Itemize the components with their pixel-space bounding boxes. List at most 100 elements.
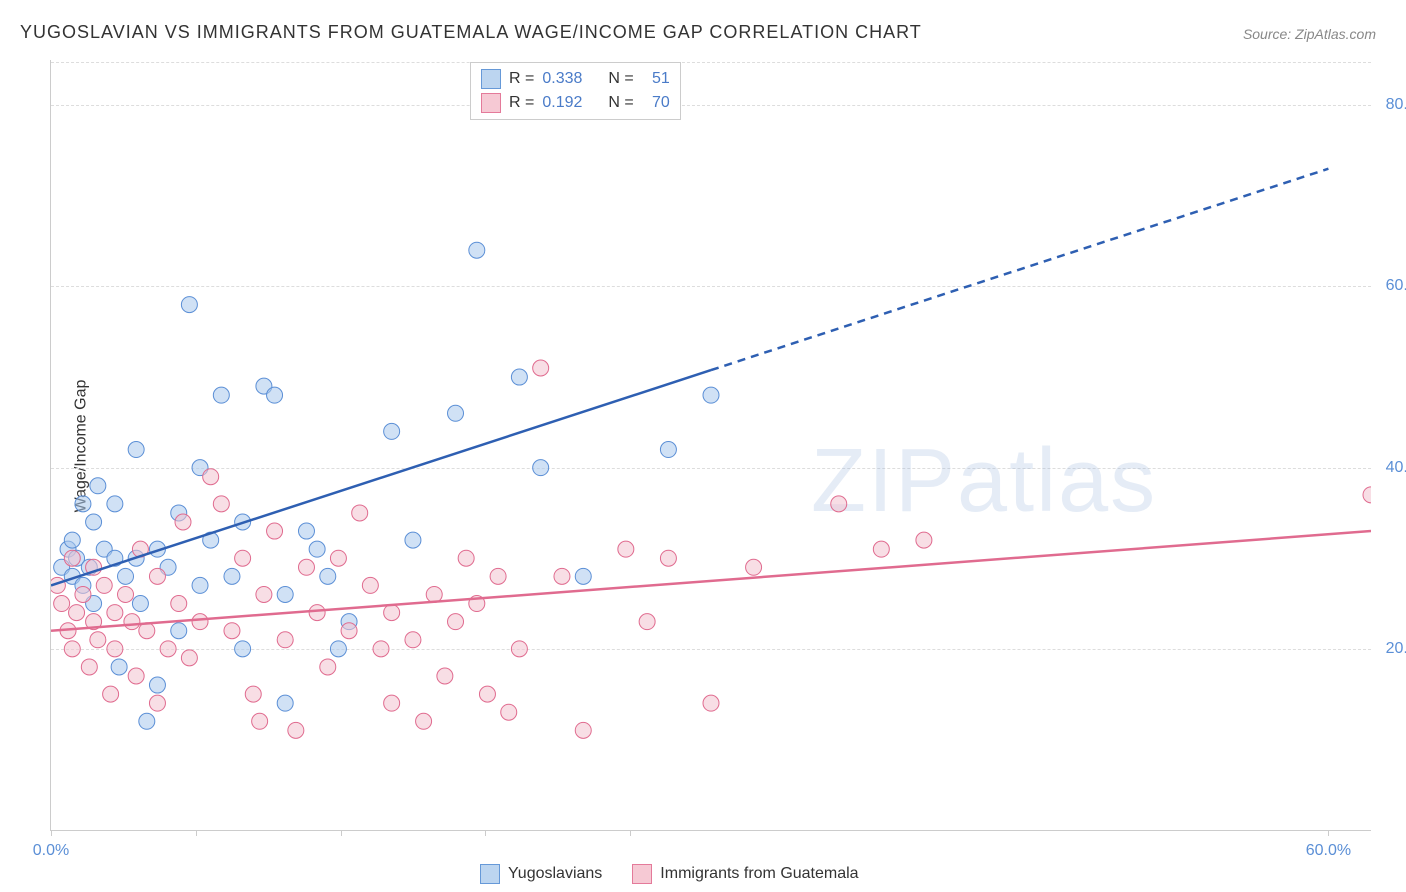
data-point — [64, 532, 80, 548]
data-point — [288, 722, 304, 738]
series-legend-label: Yugoslavians — [508, 865, 602, 883]
correlation-legend-row: R =0.192N =70 — [481, 91, 670, 115]
data-point — [213, 496, 229, 512]
data-point — [224, 623, 240, 639]
data-point — [149, 677, 165, 693]
x-tick-label: 60.0% — [1306, 842, 1351, 860]
data-point — [181, 297, 197, 313]
y-tick-label: 20.0% — [1386, 640, 1406, 658]
data-point — [448, 614, 464, 630]
data-point — [103, 686, 119, 702]
trend-line — [51, 370, 711, 585]
data-point — [1363, 487, 1371, 503]
data-point — [124, 614, 140, 630]
data-point — [64, 641, 80, 657]
n-value: 70 — [642, 94, 670, 112]
data-point — [320, 568, 336, 584]
data-point — [149, 695, 165, 711]
data-point — [469, 242, 485, 258]
data-point — [139, 713, 155, 729]
r-value: 0.338 — [542, 70, 582, 88]
legend-swatch — [481, 93, 501, 113]
data-point — [533, 360, 549, 376]
data-point — [352, 505, 368, 521]
data-point — [175, 514, 191, 530]
data-point — [384, 423, 400, 439]
x-tick — [1328, 830, 1329, 836]
x-tick — [196, 830, 197, 836]
data-point — [213, 387, 229, 403]
data-point — [54, 596, 70, 612]
data-point — [416, 713, 432, 729]
data-point — [309, 541, 325, 557]
data-point — [426, 586, 442, 602]
data-point — [298, 523, 314, 539]
data-point — [171, 596, 187, 612]
correlation-legend-row: R =0.338N =51 — [481, 67, 670, 91]
data-point — [660, 550, 676, 566]
data-point — [458, 550, 474, 566]
data-point — [75, 496, 91, 512]
trend-line-extrapolated — [711, 169, 1328, 370]
data-point — [81, 659, 97, 675]
data-point — [511, 641, 527, 657]
data-point — [405, 632, 421, 648]
data-point — [252, 713, 268, 729]
data-point — [86, 514, 102, 530]
series-legend-label: Immigrants from Guatemala — [660, 865, 858, 883]
legend-swatch — [632, 864, 652, 884]
legend-swatch — [481, 69, 501, 89]
data-point — [618, 541, 634, 557]
chart-plot-area: ZIPatlas 20.0%40.0%60.0%80.0%0.0%60.0% — [50, 60, 1371, 831]
data-point — [660, 442, 676, 458]
r-value: 0.192 — [542, 94, 582, 112]
data-point — [160, 641, 176, 657]
data-point — [128, 668, 144, 684]
correlation-legend: R =0.338N =51R =0.192N =70 — [470, 62, 681, 120]
data-point — [341, 623, 357, 639]
data-point — [128, 442, 144, 458]
data-point — [533, 460, 549, 476]
trend-line — [51, 531, 1371, 631]
data-point — [192, 577, 208, 593]
data-point — [267, 387, 283, 403]
data-point — [107, 605, 123, 621]
data-point — [746, 559, 762, 575]
data-point — [330, 550, 346, 566]
data-point — [575, 722, 591, 738]
x-tick — [630, 830, 631, 836]
data-point — [320, 659, 336, 675]
data-point — [107, 496, 123, 512]
data-point — [181, 650, 197, 666]
data-point — [405, 532, 421, 548]
data-point — [111, 659, 127, 675]
data-point — [69, 605, 85, 621]
data-point — [64, 550, 80, 566]
data-point — [373, 641, 389, 657]
data-point — [277, 632, 293, 648]
x-tick — [485, 830, 486, 836]
data-point — [96, 577, 112, 593]
data-point — [703, 387, 719, 403]
data-point — [235, 550, 251, 566]
data-point — [267, 523, 283, 539]
series-legend: Yugoslavians Immigrants from Guatemala — [480, 864, 859, 884]
data-point — [703, 695, 719, 711]
data-point — [118, 586, 134, 602]
data-point — [118, 568, 134, 584]
data-point — [277, 695, 293, 711]
x-tick — [341, 830, 342, 836]
data-point — [362, 577, 378, 593]
data-point — [384, 695, 400, 711]
data-point — [149, 568, 165, 584]
y-tick-label: 80.0% — [1386, 96, 1406, 114]
chart-title: YUGOSLAVIAN VS IMMIGRANTS FROM GUATEMALA… — [20, 22, 922, 43]
data-point — [554, 568, 570, 584]
data-point — [75, 586, 91, 602]
x-tick — [51, 830, 52, 836]
source-attribution: Source: ZipAtlas.com — [1243, 26, 1376, 42]
data-point — [277, 586, 293, 602]
data-point — [479, 686, 495, 702]
data-point — [437, 668, 453, 684]
data-point — [448, 405, 464, 421]
